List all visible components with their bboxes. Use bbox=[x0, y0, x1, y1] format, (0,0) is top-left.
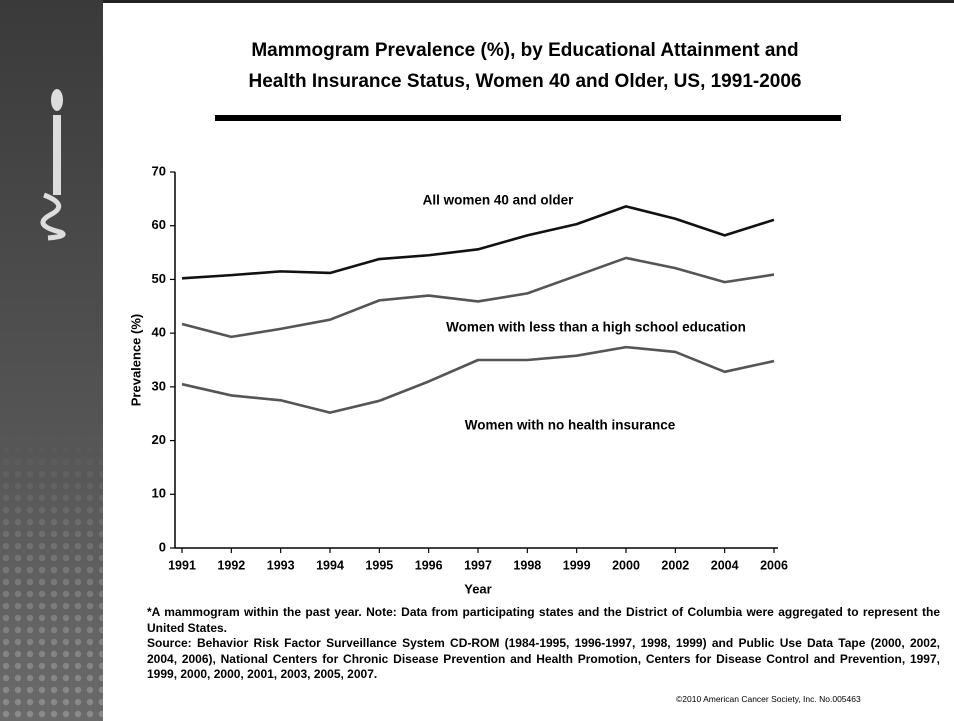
y-tick-label: 40 bbox=[152, 325, 166, 340]
title-rule bbox=[215, 115, 841, 121]
chart-title: Mammogram Prevalence (%), by Educational… bbox=[251, 40, 798, 61]
y-tick-label: 70 bbox=[152, 163, 166, 178]
series-line bbox=[181, 345, 775, 414]
series-label: Women with no health insurance bbox=[465, 418, 676, 433]
x-tick-label: 1993 bbox=[267, 558, 295, 572]
x-tick-label: 1992 bbox=[217, 558, 245, 572]
x-tick-label: 1994 bbox=[316, 558, 344, 572]
x-tick-label: 2004 bbox=[711, 558, 739, 572]
x-tick-label: 1998 bbox=[513, 558, 541, 572]
y-tick-label: 20 bbox=[152, 432, 166, 447]
x-tick-label: 1996 bbox=[415, 558, 443, 572]
x-tick-label: 1991 bbox=[168, 558, 196, 572]
series-line bbox=[181, 205, 775, 280]
x-tick-label: 1997 bbox=[464, 558, 492, 572]
x-tick-label: 2000 bbox=[612, 558, 640, 572]
y-tick-label: 60 bbox=[152, 217, 166, 232]
note: *A mammogram within the past year. Note:… bbox=[147, 605, 940, 635]
candle-icon bbox=[40, 89, 66, 241]
x-tick-label: 1999 bbox=[563, 558, 591, 572]
x-tick-label: 2002 bbox=[661, 558, 689, 572]
source: Source: Behavior Risk Factor Surveillanc… bbox=[147, 636, 940, 681]
footnotes: *A mammogram within the past year. Note:… bbox=[147, 605, 940, 683]
x-tick-label: 1995 bbox=[365, 558, 393, 572]
series-label: Women with less than a high school educa… bbox=[446, 320, 746, 335]
y-axis-label: Prevalence (%) bbox=[128, 314, 143, 407]
y-tick-label: 10 bbox=[152, 486, 166, 501]
y-tick-label: 50 bbox=[152, 271, 166, 286]
top-border bbox=[0, 0, 954, 3]
copyright: ©2010 American Cancer Society, Inc. No.0… bbox=[676, 694, 861, 704]
x-tick-label: 2006 bbox=[760, 558, 788, 572]
chart-title: Health Insurance Status, Women 40 and Ol… bbox=[249, 71, 802, 92]
series-line bbox=[181, 256, 775, 339]
y-tick-label: 0 bbox=[159, 539, 166, 554]
sidebar-pattern bbox=[0, 430, 103, 721]
y-tick-label: 30 bbox=[152, 378, 166, 393]
x-axis-label: Year bbox=[464, 581, 491, 596]
series-label: All women 40 and older bbox=[423, 193, 575, 208]
